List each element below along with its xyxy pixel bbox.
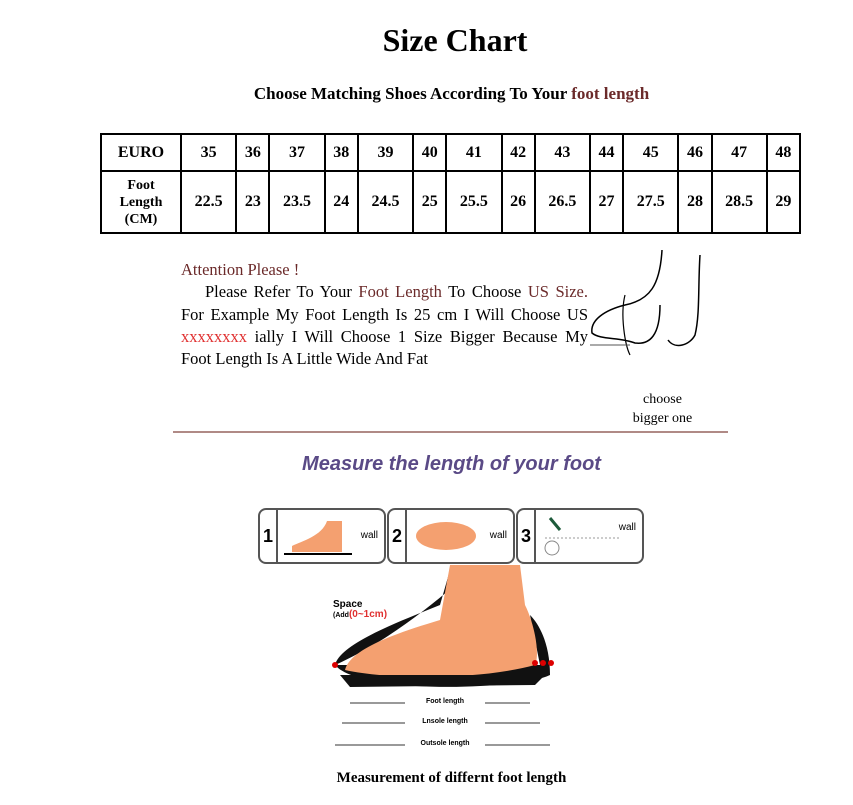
foot-length-cell: 26 — [500, 170, 536, 234]
euro-size-cell: 45 — [622, 133, 680, 172]
wall-label: wall — [360, 530, 378, 541]
subtitle-highlight: foot length — [571, 84, 650, 103]
step-1: 1 wall — [258, 508, 386, 564]
foot-length-cell: 23 — [235, 170, 271, 234]
foot-length-cell: 28 — [677, 170, 713, 234]
foot-side-icon — [284, 521, 352, 555]
shoe-foot-diagram — [332, 565, 554, 746]
measure-title: Measure the length of your foot — [302, 453, 601, 475]
euro-size-cell: 37 — [268, 133, 326, 172]
size-table: EURO 35 36 37 38 39 40 41 42 43 44 45 46 47 48 Foot Len… — [100, 133, 802, 234]
foot-length-cell: 26.5 — [533, 170, 591, 234]
foot-length-cell: 27.5 — [622, 170, 680, 234]
euro-size-cell: 38 — [323, 133, 359, 172]
foot-length-cell: 24 — [323, 170, 359, 234]
step-number: 2 — [389, 510, 407, 562]
wall-label: wall — [489, 530, 507, 541]
choose-bigger-label: choose bigger one — [632, 392, 693, 426]
caption: Measurement of differnt foot length — [336, 770, 567, 786]
outsole-length-label: Outsole length — [405, 740, 485, 747]
foot-sketch-icon — [590, 249, 701, 356]
foot-length-cell: 25.5 — [445, 170, 503, 234]
attention-note: Attention Please ! Please Refer To Your … — [181, 259, 588, 370]
foot-length-cell: 28.5 — [710, 170, 768, 234]
space-label: Space (Add(0~1cm) — [333, 599, 388, 620]
subtitle: Choose Matching Shoes According To Your … — [0, 84, 853, 104]
note-text: To Choose — [441, 282, 528, 302]
step-2: 2 wall — [387, 508, 515, 564]
insole-length-label: Lnsole length — [405, 718, 485, 725]
foot-length-cell: 22.5 — [179, 170, 238, 234]
foot-length-cell: 29 — [765, 170, 802, 234]
euro-size-cell: 35 — [179, 133, 238, 172]
measure-line-icon — [544, 517, 620, 556]
note-text: ially I Will Choose 1 Size Bigger Becaus… — [181, 326, 588, 369]
euro-size-cell: 36 — [235, 133, 271, 172]
step-3: 3 wall — [516, 508, 644, 564]
euro-size-cell: 46 — [677, 133, 713, 172]
foot-length-cell: 24.5 — [356, 170, 415, 234]
foot-top-icon — [416, 522, 476, 550]
note-text: For Example My Foot Length Is 25 cm I Wi… — [181, 304, 588, 324]
note-text: Please Refer To Your — [205, 282, 359, 302]
note-redacted: xxxxxxxx — [181, 326, 247, 346]
subtitle-text: Choose Matching Shoes According To Your — [253, 84, 572, 103]
foot-length-cell: 23.5 — [268, 170, 326, 234]
foot-length-cell: 25 — [412, 170, 448, 234]
note-foot-length: Foot Length — [358, 282, 442, 302]
euro-size-cell: 41 — [445, 133, 503, 172]
divider — [173, 431, 728, 433]
step-number: 3 — [518, 510, 536, 562]
euro-row: EURO 35 36 37 38 39 40 41 42 43 44 45 46 47 48 — [100, 133, 802, 172]
wall-label: wall — [618, 522, 636, 533]
euro-size-cell: 48 — [765, 133, 802, 172]
page-title: Size Chart — [382, 22, 528, 58]
cm-row: Foot Length (CM) 22.5 23 23.5 24 24.5 25 25.5 26 26… — [100, 170, 802, 234]
euro-size-cell: 43 — [533, 133, 591, 172]
euro-size-cell: 47 — [710, 133, 768, 172]
euro-size-cell: 39 — [356, 133, 415, 172]
foot-length-label: Foot length — [405, 698, 485, 705]
foot-length-cell: 27 — [588, 170, 625, 234]
euro-size-cell: 42 — [500, 133, 536, 172]
euro-size-cell: 44 — [588, 133, 625, 172]
step-number: 1 — [260, 510, 278, 562]
euro-size-cell: 40 — [412, 133, 448, 172]
cm-header: Foot Length (CM) — [100, 170, 182, 234]
note-heading: Attention Please ! — [181, 260, 300, 279]
euro-header: EURO — [100, 133, 182, 172]
note-us-size: US Size. — [527, 282, 588, 302]
